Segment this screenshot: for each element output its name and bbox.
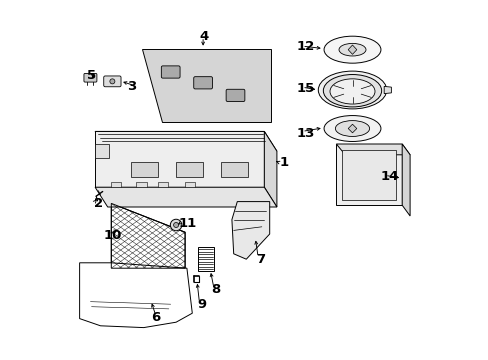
FancyBboxPatch shape [84,73,97,82]
Ellipse shape [324,116,380,141]
Ellipse shape [329,79,374,104]
Polygon shape [336,144,409,155]
FancyBboxPatch shape [103,76,121,87]
Text: 5: 5 [87,69,96,82]
Polygon shape [80,263,192,328]
FancyBboxPatch shape [225,89,244,102]
Ellipse shape [323,75,381,107]
Text: 6: 6 [151,311,160,324]
Text: 10: 10 [103,229,122,242]
Polygon shape [95,144,109,158]
Polygon shape [95,131,276,151]
Text: 8: 8 [211,283,220,296]
Bar [341,150,396,200]
Circle shape [110,79,115,84]
Bar [131,162,158,177]
Circle shape [170,219,182,231]
Text: 14: 14 [380,170,398,183]
Text: 15: 15 [296,82,314,95]
Text: 7: 7 [256,253,264,266]
Polygon shape [384,86,390,94]
Polygon shape [111,203,185,268]
Polygon shape [336,144,401,205]
Bar [158,182,168,187]
Ellipse shape [324,36,380,63]
Polygon shape [264,131,276,207]
Polygon shape [401,144,409,216]
FancyBboxPatch shape [193,77,212,89]
Polygon shape [95,187,276,207]
Bar [185,182,195,187]
Text: 12: 12 [296,40,314,53]
Text: 2: 2 [94,197,103,210]
Circle shape [173,222,178,228]
Polygon shape [111,203,185,268]
Ellipse shape [338,43,365,56]
Polygon shape [347,45,356,54]
Text: 3: 3 [127,80,137,93]
Polygon shape [231,202,269,259]
Text: 4: 4 [199,30,208,42]
Text: 13: 13 [296,127,314,140]
Bar [176,162,203,177]
Polygon shape [347,124,356,133]
Polygon shape [95,131,264,187]
Ellipse shape [335,121,369,136]
Bar [111,182,121,187]
Bar [136,182,146,187]
Text: 9: 9 [197,298,205,311]
Ellipse shape [318,71,386,109]
Polygon shape [142,49,271,122]
Text: 1: 1 [279,156,288,169]
FancyBboxPatch shape [161,66,180,78]
Bar [221,162,247,177]
Text: 11: 11 [179,217,197,230]
Polygon shape [197,247,213,271]
